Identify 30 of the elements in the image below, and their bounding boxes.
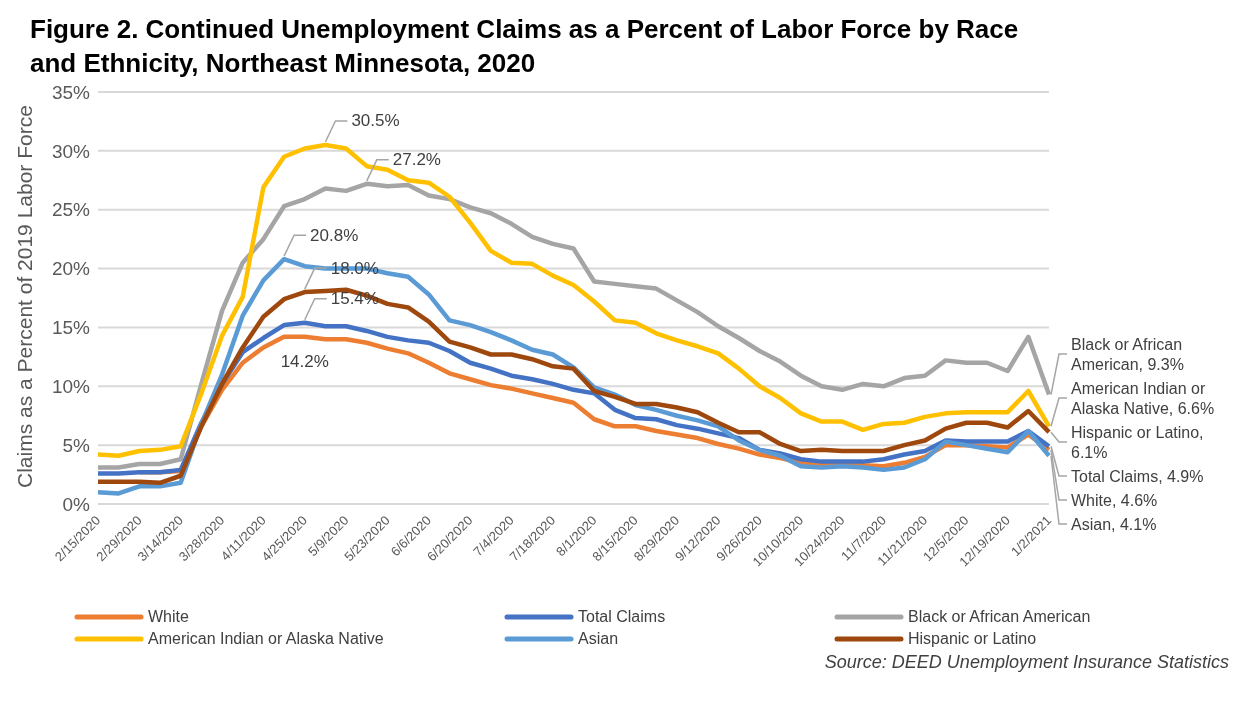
chart-title: Figure 2. Continued Unemployment Claims as a Percent of Labor Force by Race and Ethnicity, Northeast Minnesota, 2020 — [29, 13, 1020, 80]
legend-label: Hispanic or Latino — [908, 630, 1037, 648]
y-tick-label: 5% — [62, 434, 91, 456]
data-label: 15.4% — [330, 289, 379, 309]
y-tick-label: 10% — [51, 376, 91, 398]
legend-label: Asian — [578, 630, 619, 648]
data-label: 27.2% — [392, 150, 441, 170]
data-label: Hispanic or Latino, 6.1% — [1071, 423, 1204, 461]
data-label: 14.2% — [280, 351, 329, 371]
legend-label: Black or African American — [908, 608, 1091, 626]
legend-label: American Indian or Alaska Native — [148, 630, 384, 648]
line-series — [95, 287, 1052, 486]
data-label: Black or African American, 9.3% — [1071, 335, 1184, 373]
y-tick-label: 0% — [62, 493, 91, 515]
data-label: American Indian or Alaska Native, 6.6% — [1071, 379, 1215, 417]
data-label: 20.8% — [310, 225, 359, 245]
data-label: 30.5% — [351, 111, 400, 131]
line-series — [95, 142, 1052, 458]
legend-label: White — [148, 608, 189, 626]
y-axis-title: Claims as a Percent of 2019 Labor Force — [13, 105, 37, 488]
y-tick-label: 15% — [51, 317, 91, 339]
y-tick-label: 35% — [51, 81, 91, 103]
legend-label: Total Claims — [578, 608, 666, 626]
data-label: White, 4.6% — [1071, 491, 1158, 509]
data-label: Asian, 4.1% — [1071, 515, 1157, 533]
data-label: Total Claims, 4.9% — [1071, 467, 1204, 485]
y-tick-label: 30% — [51, 140, 91, 162]
source-note: Source: DEED Unemployment Insurance Statistics — [823, 652, 1230, 673]
y-tick-label: 20% — [51, 258, 91, 280]
y-tick-label: 25% — [51, 199, 91, 221]
